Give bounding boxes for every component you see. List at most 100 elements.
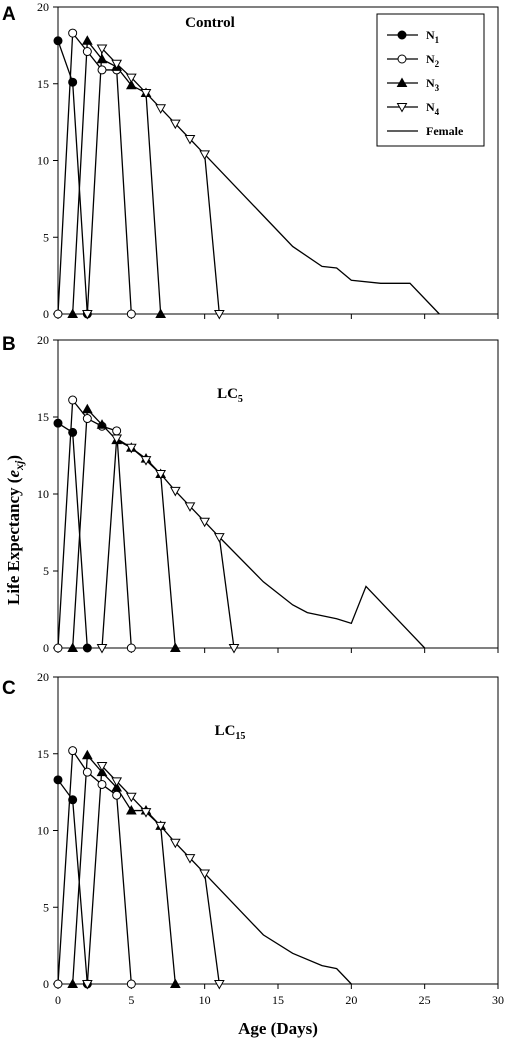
point-c-n3-7 xyxy=(169,978,181,988)
point-c-n2-3 xyxy=(97,779,107,789)
point-a-n1-0 xyxy=(53,36,63,46)
x-tick-label-c-5: 25 xyxy=(419,993,431,1007)
series-line-a-n4 xyxy=(86,46,220,315)
x-tick-label-c-1: 5 xyxy=(128,993,134,1007)
point-b-n2-1 xyxy=(68,395,78,405)
series-line-c-n4 xyxy=(86,764,220,985)
point-b-n4-6 xyxy=(184,502,196,512)
plot-frame-c xyxy=(57,676,499,985)
point-c-n2-1 xyxy=(68,746,78,756)
point-a-n4-2 xyxy=(111,59,123,70)
point-a-n4-0 xyxy=(81,310,93,320)
point-a-n3-0 xyxy=(67,308,79,318)
point-b-n3-1 xyxy=(81,403,93,414)
panel-letter-c: C xyxy=(2,678,16,699)
point-a-n4-5 xyxy=(155,104,167,114)
legend-label-n2: N2 xyxy=(426,52,440,69)
point-a-n2-3 xyxy=(97,65,107,75)
series-line-b-n2 xyxy=(57,398,132,649)
y-tick-label-b-0: 0 xyxy=(43,641,49,655)
legend-label-n4: N4 xyxy=(426,100,440,117)
series-line-a-n3 xyxy=(72,39,162,315)
point-b-n4-0 xyxy=(96,644,108,654)
y-tick-label-a-3: 15 xyxy=(37,77,49,91)
y-tick-label-a-0: 0 xyxy=(43,307,49,321)
point-b-n2-0 xyxy=(53,643,63,653)
legend-box xyxy=(376,13,485,147)
legend-marker-n1 xyxy=(397,30,407,40)
plot-frame-b xyxy=(57,339,499,649)
legend-label-female: Female xyxy=(426,124,464,138)
x-tick-label-c-4: 20 xyxy=(345,993,357,1007)
point-a-n3-4 xyxy=(125,79,137,90)
y-tick-label-c-0: 0 xyxy=(43,977,49,991)
panel-title-b: LC5 xyxy=(217,386,243,405)
panel-title-c: LC15 xyxy=(215,723,246,742)
point-b-n4-3 xyxy=(140,456,152,466)
point-c-n3-2 xyxy=(96,766,108,777)
x-tick-label-c-0: 0 xyxy=(55,993,61,1007)
point-b-n3-2 xyxy=(96,419,108,429)
y-tick-label-b-2: 10 xyxy=(37,487,49,501)
point-c-n3-4 xyxy=(125,805,137,815)
point-a-n3-6 xyxy=(155,308,167,318)
point-a-n2-1 xyxy=(68,28,78,38)
point-c-n4-3 xyxy=(125,792,137,803)
x-axis-title: Age (Days) xyxy=(238,1019,318,1038)
point-a-n1-1 xyxy=(68,77,78,87)
panel-letter-a: A xyxy=(2,4,16,25)
series-line-c-n2 xyxy=(57,748,132,985)
point-c-n4-0 xyxy=(81,980,93,990)
point-c-n4-6 xyxy=(169,838,181,849)
y-tick-label-c-4: 20 xyxy=(37,670,49,684)
point-a-n4-4 xyxy=(140,88,152,99)
series-line-b-n4 xyxy=(101,437,235,649)
point-c-n4-7 xyxy=(184,854,196,864)
x-tick-label-c-2: 10 xyxy=(199,993,211,1007)
point-c-n4-8 xyxy=(199,869,211,879)
point-b-n4-5 xyxy=(169,486,181,497)
point-c-n3-0 xyxy=(67,978,79,988)
point-a-n2-5 xyxy=(126,309,136,319)
panel-b: B LC5 0 5 10 15 20 xyxy=(2,333,499,655)
x-tick-label-c-6: 30 xyxy=(492,993,504,1007)
point-b-n3-0 xyxy=(67,642,79,652)
y-tick-label-b-4: 20 xyxy=(37,333,49,347)
y-tick-label-a-1: 5 xyxy=(43,230,49,244)
point-b-n4-8 xyxy=(213,533,225,543)
point-c-n4-9 xyxy=(213,980,225,990)
legend-marker-n4 xyxy=(396,103,408,113)
point-a-n4-9 xyxy=(213,310,225,320)
y-tick-label-c-1: 5 xyxy=(43,900,49,914)
legend-marker-n2 xyxy=(397,54,407,64)
point-a-n4-3 xyxy=(125,73,137,84)
point-b-n2-5 xyxy=(126,643,136,653)
y-tick-label-b-1: 5 xyxy=(43,564,49,578)
series-line-c-n1 xyxy=(57,779,88,985)
series-line-c-female xyxy=(204,873,352,985)
point-a-n3-1 xyxy=(81,35,93,45)
point-b-n4-9 xyxy=(228,644,240,654)
point-c-n2-4 xyxy=(112,790,122,800)
point-c-n4-5 xyxy=(155,821,167,832)
point-c-n1-1 xyxy=(68,795,78,805)
series-line-b-female xyxy=(218,536,426,649)
point-b-n3-7 xyxy=(169,642,181,652)
point-c-n1-0 xyxy=(53,775,63,785)
point-b-n2-4 xyxy=(112,426,122,436)
point-a-n3-2 xyxy=(96,53,108,64)
x-tick-label-c-3: 15 xyxy=(272,993,284,1007)
y-tick-label-c-2: 10 xyxy=(37,824,49,838)
point-b-n1-1 xyxy=(68,427,78,437)
y-tick-label-a-2: 10 xyxy=(37,154,49,168)
point-b-n4-7 xyxy=(199,517,211,528)
legend-label-n3: N3 xyxy=(426,76,440,93)
point-b-n1-0 xyxy=(53,418,63,428)
point-a-n4-1 xyxy=(96,44,108,54)
panel-c: C LC15 0 5 10 15 20 0 5 10 15 20 25 30 xyxy=(2,670,504,1007)
point-a-n4-8 xyxy=(199,150,211,160)
point-c-n3-1 xyxy=(81,749,93,760)
panel-letter-b: B xyxy=(2,334,16,355)
y-tick-label-c-3: 15 xyxy=(37,747,49,761)
point-c-n3-3 xyxy=(111,782,123,792)
